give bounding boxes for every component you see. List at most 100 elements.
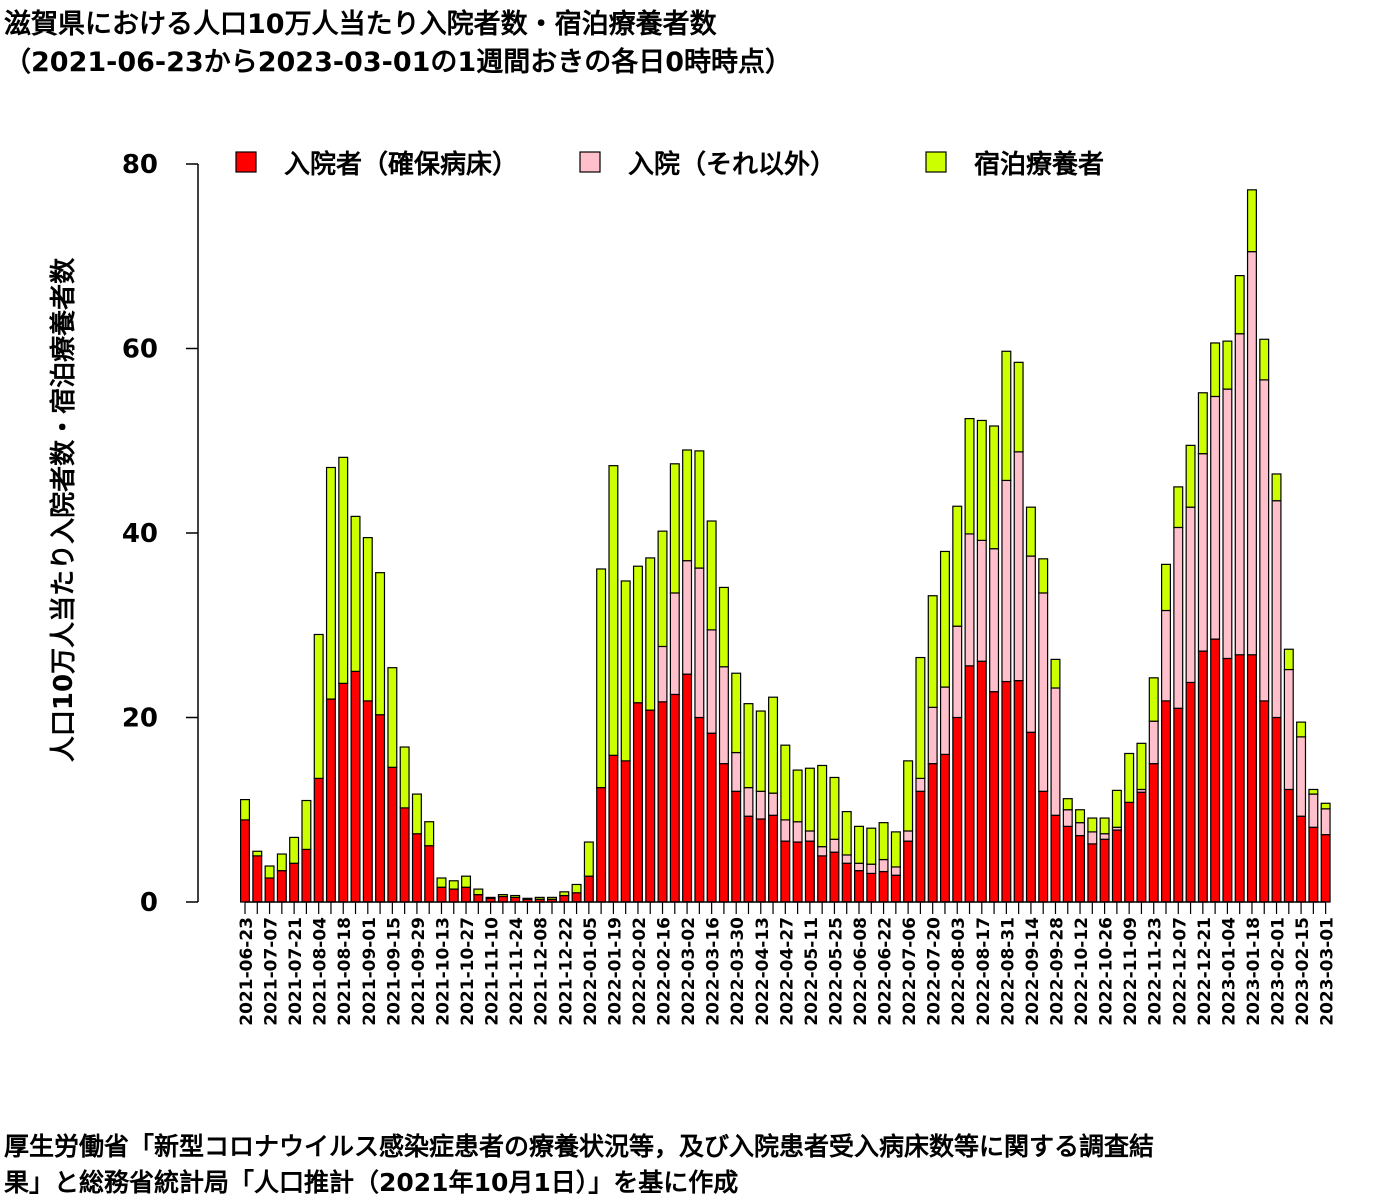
bar-s0-2022-02-09 <box>645 709 656 903</box>
bar-s0-2022-03-30 <box>731 790 742 903</box>
bar-s0-2022-01-12 <box>596 787 607 903</box>
bar-s0-2021-09-08 <box>375 714 386 903</box>
x-tick-label-2021-10-27: 2021-10-27 <box>458 917 478 1026</box>
bar-s0-2022-09-07 <box>1013 679 1024 903</box>
bar-s2-2022-05-18 <box>817 764 828 848</box>
x-tick-label-2021-12-22: 2021-12-22 <box>556 917 576 1026</box>
bar-s1-2023-02-22 <box>1308 793 1319 828</box>
legend-label-0: 入院者（確保病床） <box>284 149 518 180</box>
bar-s0-2022-12-14 <box>1185 681 1196 903</box>
bar-s0-2022-03-09 <box>694 716 705 903</box>
bar-s0-2022-05-04 <box>792 841 803 903</box>
x-tick-label-2022-03-02: 2022-03-02 <box>679 917 699 1026</box>
bar-s2-2022-07-06 <box>903 760 914 832</box>
bar-s0-2021-09-01 <box>362 700 373 903</box>
bar-s2-2021-09-29 <box>411 793 422 835</box>
bar-s0-2021-10-13 <box>436 886 447 903</box>
bar-s2-2022-01-26 <box>620 580 631 762</box>
bar-s2-2022-04-13 <box>755 710 766 792</box>
bar-s2-2022-06-08 <box>853 825 864 864</box>
bar-s2-2022-03-09 <box>694 450 705 569</box>
bar-s2-2021-09-22 <box>399 746 410 809</box>
bar-s1-2022-12-28 <box>1210 395 1221 640</box>
bar-s2-2023-02-22 <box>1308 788 1319 795</box>
bar-s0-2022-07-06 <box>903 840 914 903</box>
bar-s0-2022-01-05 <box>583 875 594 903</box>
bar-s0-2021-08-11 <box>325 698 336 903</box>
bar-s0-2022-10-12 <box>1075 834 1086 903</box>
bar-s0-2021-08-25 <box>350 670 361 903</box>
bar-s2-2021-09-08 <box>375 572 386 716</box>
bar-s0-2022-11-30 <box>1160 700 1171 903</box>
x-tick-label-2023-02-15: 2023-02-15 <box>1293 917 1313 1026</box>
bar-s0-2022-09-28 <box>1050 814 1061 903</box>
bar-s0-2021-11-17 <box>497 895 508 903</box>
bar-s2-2022-08-17 <box>976 419 987 541</box>
chart-title-line2: （2021-06-23から2023-03-01の1週間おきの各日0時時点） <box>4 47 792 78</box>
bar-s0-2022-06-22 <box>878 870 889 903</box>
bar-s0-2022-08-31 <box>1001 680 1012 903</box>
bar-s0-2022-09-14 <box>1025 731 1036 903</box>
x-tick-label-2023-02-01: 2023-02-01 <box>1269 917 1289 1026</box>
bar-s0-2022-01-26 <box>620 760 631 903</box>
bar-s1-2022-07-20 <box>927 706 938 765</box>
bar-s0-2021-09-15 <box>387 766 398 903</box>
x-tick-label-2022-04-13: 2022-04-13 <box>753 917 773 1026</box>
bar-s2-2022-04-20 <box>768 696 779 794</box>
x-tick-label-2022-03-16: 2022-03-16 <box>704 917 724 1026</box>
bar-s0-2022-04-13 <box>755 818 766 903</box>
bar-s2-2021-11-03 <box>473 888 484 896</box>
bar-s0-2021-09-29 <box>411 833 422 903</box>
x-tick-label-2022-08-03: 2022-08-03 <box>949 917 969 1026</box>
bar-s0-2022-02-02 <box>632 702 643 903</box>
bar-s2-2022-03-16 <box>706 520 717 631</box>
bar-s1-2022-03-09 <box>694 567 705 719</box>
bar-s2-2021-11-10 <box>485 896 496 899</box>
y-tick-label-40: 40 <box>122 519 158 549</box>
bar-s2-2022-08-31 <box>1001 350 1012 482</box>
bar-s2-2022-04-27 <box>780 744 791 821</box>
bar-s1-2023-01-11 <box>1234 333 1245 656</box>
bar-s0-2021-06-23 <box>240 819 251 903</box>
bar-s1-2022-11-23 <box>1148 720 1159 765</box>
bar-s0-2023-02-15 <box>1296 815 1307 903</box>
x-tick-label-2023-03-01: 2023-03-01 <box>1318 917 1338 1026</box>
bar-s2-2022-06-22 <box>878 822 889 861</box>
bar-s1-2022-09-21 <box>1038 592 1049 792</box>
bar-s1-2022-05-18 <box>817 846 828 857</box>
bar-s0-2022-05-25 <box>829 851 840 903</box>
bar-s1-2022-06-22 <box>878 858 889 873</box>
bar-s1-2022-09-07 <box>1013 451 1024 682</box>
bar-s2-2021-08-25 <box>350 515 361 672</box>
bar-s0-2023-01-04 <box>1222 657 1233 903</box>
bar-s2-2022-03-30 <box>731 672 742 754</box>
bar-s1-2022-04-27 <box>780 819 791 842</box>
bar-s1-2022-07-13 <box>915 777 926 792</box>
bar-s2-2023-02-08 <box>1283 648 1294 671</box>
bar-s1-2022-07-06 <box>903 830 914 842</box>
source-note-line1: 厚生労働省「新型コロナウイルス感染症患者の療養状況等，及び入院患者受入病床数等に… <box>4 1132 1155 1161</box>
bar-s0-2021-11-03 <box>473 894 484 903</box>
bar-s2-2022-11-23 <box>1148 677 1159 722</box>
bar-s2-2022-01-05 <box>583 841 594 877</box>
x-tick-label-2021-06-23: 2021-06-23 <box>237 917 257 1026</box>
bar-s0-2022-06-29 <box>890 874 901 903</box>
bar-s2-2022-02-16 <box>657 530 668 648</box>
bar-s2-2021-08-11 <box>325 466 336 700</box>
bar-s1-2022-11-30 <box>1160 609 1171 702</box>
bar-s0-2022-11-16 <box>1136 791 1147 903</box>
bar-s1-2022-05-25 <box>829 838 840 853</box>
bar-s2-2021-07-28 <box>301 799 312 851</box>
bar-s2-2022-03-23 <box>718 586 729 668</box>
x-tick-label-2022-02-16: 2022-02-16 <box>655 917 675 1026</box>
bar-s2-2022-11-30 <box>1160 563 1171 612</box>
bar-s1-2023-02-01 <box>1271 500 1282 719</box>
bar-s0-2023-01-18 <box>1246 654 1257 903</box>
x-tick-label-2022-10-26: 2022-10-26 <box>1097 917 1117 1026</box>
bar-s2-2022-09-07 <box>1013 361 1024 453</box>
bar-s1-2023-01-18 <box>1246 251 1257 656</box>
bar-s2-2022-11-02 <box>1111 789 1122 828</box>
bar-s0-2022-07-20 <box>927 763 938 903</box>
bar-s2-2021-10-20 <box>448 880 459 890</box>
